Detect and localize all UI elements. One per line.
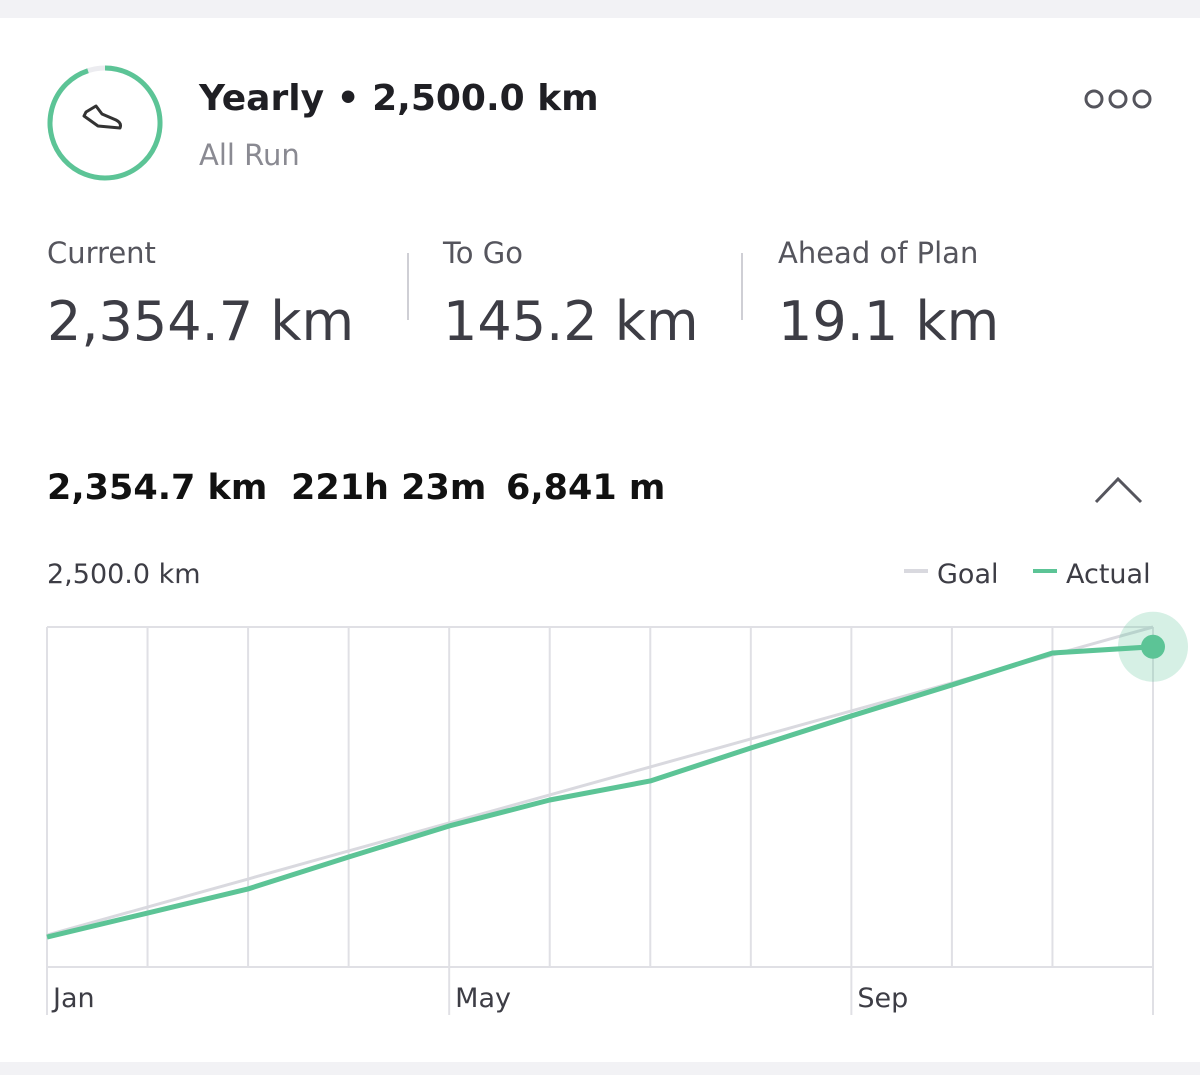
x-tick-label: Sep	[857, 983, 908, 1014]
x-tick-label: Jan	[51, 983, 95, 1014]
goal-subtitle: All Run	[199, 138, 300, 172]
current-point	[1141, 634, 1165, 659]
more-button[interactable]	[1084, 89, 1152, 109]
legend-label: Actual	[1066, 559, 1151, 590]
stat-value: 19.1 km	[778, 290, 999, 353]
legend-label: Goal	[937, 559, 999, 590]
goal-title: Yearly • 2,500.0 km	[198, 78, 599, 119]
summary-time: 221h 23m	[291, 468, 486, 508]
stat-label: Ahead of Plan	[778, 236, 978, 270]
summary-distance: 2,354.7 km	[47, 468, 267, 508]
stat-value: 2,354.7 km	[47, 290, 354, 353]
chart: Jan May Sep 2,500.0 km Goal Actual	[46, 559, 1188, 1015]
card	[0, 18, 1200, 1062]
stat-label: To Go	[442, 236, 523, 270]
series-line	[46, 644, 1154, 940]
summary-elevation: 6,841 m	[506, 468, 665, 508]
stat-label: Current	[47, 236, 156, 270]
progress-ring	[47, 65, 163, 181]
stat-value: 145.2 km	[443, 290, 699, 353]
collapse-button[interactable]	[1094, 476, 1143, 504]
x-tick-label: May	[455, 983, 511, 1014]
y-tick-label: 2,500.0 km	[47, 559, 201, 590]
